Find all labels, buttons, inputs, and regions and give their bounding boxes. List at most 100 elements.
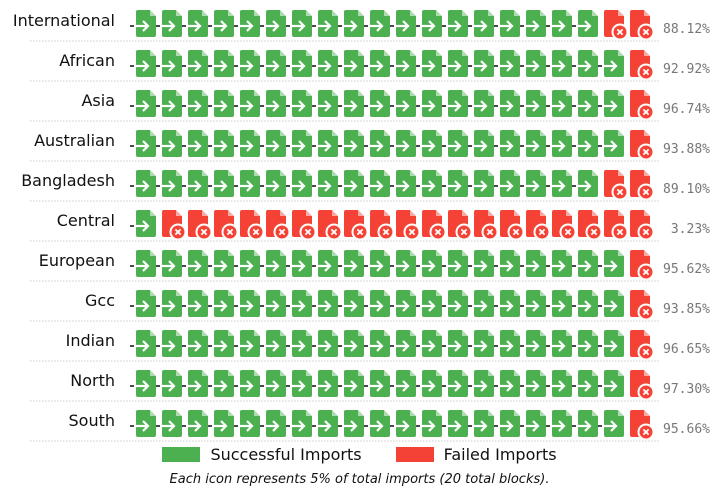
successful-import-icon <box>312 330 338 357</box>
percent-label: 93.85% <box>663 302 710 317</box>
successful-import-icon <box>156 370 182 397</box>
row-label: Australian <box>34 131 115 150</box>
successful-import-icon <box>234 330 260 357</box>
successful-import-icon <box>468 330 494 357</box>
successful-import-icon <box>494 170 520 197</box>
failed-import-icon <box>630 170 655 201</box>
waffle-row-bangladesh: Bangladesh 89.10% <box>21 170 710 202</box>
successful-import-icon <box>312 290 338 317</box>
successful-import-icon <box>364 410 390 437</box>
successful-import-icon <box>364 10 390 37</box>
successful-import-icon <box>130 290 156 317</box>
successful-import-icon <box>182 50 208 77</box>
successful-import-icon <box>546 250 572 277</box>
successful-import-icon <box>286 290 312 317</box>
successful-import-icon <box>364 330 390 357</box>
waffle-row-indian: Indian 96.65% <box>30 330 710 362</box>
successful-import-icon <box>546 290 572 317</box>
failed-import-icon <box>630 10 655 41</box>
failed-import-icon <box>318 210 343 241</box>
successful-import-icon <box>338 330 364 357</box>
successful-import-icon <box>572 330 598 357</box>
legend-label-successful: Successful Imports <box>210 445 362 464</box>
successful-import-icon <box>468 170 494 197</box>
successful-import-icon <box>338 250 364 277</box>
successful-import-icon <box>416 50 442 77</box>
successful-import-icon <box>546 170 572 197</box>
failed-import-icon <box>630 210 655 241</box>
failed-import-icon <box>422 210 447 241</box>
successful-import-icon <box>130 250 156 277</box>
failed-import-icon <box>604 170 629 201</box>
successful-import-icon <box>442 250 468 277</box>
successful-import-icon <box>364 170 390 197</box>
successful-import-icon <box>390 10 416 37</box>
successful-import-icon <box>494 330 520 357</box>
successful-import-icon <box>130 10 156 37</box>
successful-import-icon <box>572 130 598 157</box>
successful-import-icon <box>416 90 442 117</box>
row-label: Central <box>57 211 115 230</box>
failed-import-icon <box>604 10 629 41</box>
failed-import-icon <box>396 210 421 241</box>
successful-import-icon <box>520 50 546 77</box>
percent-label: 89.10% <box>663 182 710 197</box>
percent-label: 95.66% <box>663 422 710 437</box>
failed-import-icon <box>292 210 317 241</box>
chart-legend: Successful Imports Failed Imports <box>0 445 719 464</box>
successful-import-icon <box>572 370 598 397</box>
row-label: Bangladesh <box>21 171 115 190</box>
successful-import-icon <box>572 250 598 277</box>
successful-import-icon <box>546 330 572 357</box>
successful-import-icon <box>156 90 182 117</box>
failed-import-icon <box>474 210 499 241</box>
successful-import-icon <box>520 10 546 37</box>
successful-import-icon <box>546 370 572 397</box>
percent-label: 93.88% <box>663 142 710 157</box>
successful-import-icon <box>468 290 494 317</box>
failed-import-icon <box>630 130 655 161</box>
percent-label: 92.92% <box>663 62 710 77</box>
successful-import-icon <box>260 370 286 397</box>
successful-import-icon <box>312 250 338 277</box>
successful-import-icon <box>416 290 442 317</box>
successful-import-icon <box>156 290 182 317</box>
successful-import-icon <box>312 130 338 157</box>
successful-import-icon <box>234 10 260 37</box>
successful-import-icon <box>182 290 208 317</box>
failed-import-icon <box>630 330 655 361</box>
successful-import-icon <box>442 330 468 357</box>
successful-import-icon <box>494 250 520 277</box>
successful-import-icon <box>156 410 182 437</box>
successful-import-icon <box>338 50 364 77</box>
successful-import-icon <box>234 370 260 397</box>
successful-import-icon <box>208 50 234 77</box>
successful-import-icon <box>520 130 546 157</box>
failed-import-icon <box>162 210 187 241</box>
successful-import-icon <box>416 330 442 357</box>
successful-import-icon <box>182 370 208 397</box>
waffle-row-gcc: Gcc 93.85% <box>30 290 710 322</box>
successful-import-icon <box>260 410 286 437</box>
waffle-chart: International 88.12% African 92.92% Asia 96.7… <box>13 10 710 442</box>
failed-import-icon <box>370 210 395 241</box>
percent-label: 95.62% <box>663 262 710 277</box>
successful-import-icon <box>390 410 416 437</box>
successful-import-icon <box>130 90 156 117</box>
successful-import-icon <box>156 130 182 157</box>
successful-import-icon <box>390 170 416 197</box>
percent-label: 97.30% <box>663 382 710 397</box>
successful-import-icon <box>494 370 520 397</box>
successful-import-icon <box>468 10 494 37</box>
legend-label-failed: Failed Imports <box>443 445 557 464</box>
legend-swatch-failed <box>395 447 434 462</box>
successful-import-icon <box>468 370 494 397</box>
legend-swatch-successful <box>162 447 201 462</box>
successful-import-icon <box>390 130 416 157</box>
successful-import-icon <box>598 130 624 157</box>
successful-import-icon <box>520 170 546 197</box>
successful-import-icon <box>338 290 364 317</box>
successful-import-icon <box>130 50 156 77</box>
successful-import-icon <box>364 250 390 277</box>
failed-import-icon <box>630 50 655 81</box>
